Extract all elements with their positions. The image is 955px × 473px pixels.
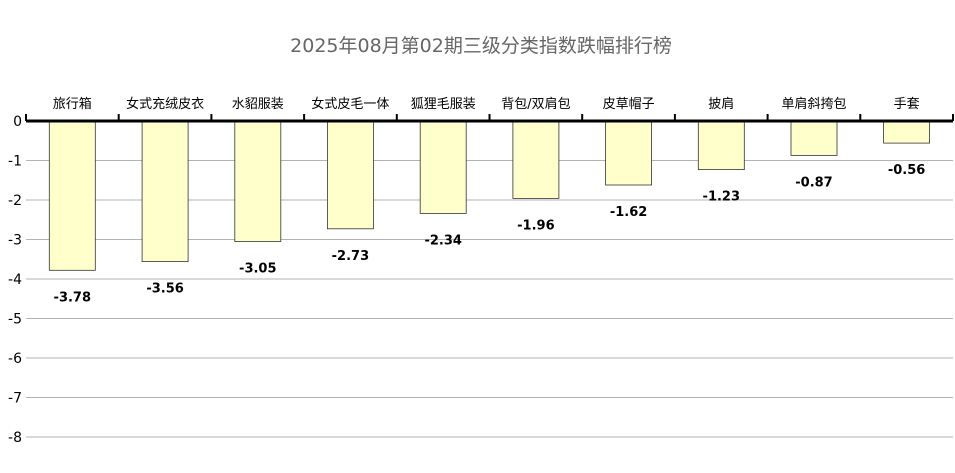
y-tick-label: -8	[8, 430, 22, 446]
data-label: -1.96	[517, 218, 554, 233]
bar	[48, 120, 96, 271]
data-label: -3.78	[54, 290, 91, 305]
category-label: 单肩斜挎包	[781, 96, 846, 112]
category-label: 皮草帽子	[603, 96, 655, 112]
category-label: 披肩	[708, 96, 734, 112]
y-tick-label: -4	[8, 272, 22, 288]
category-label: 旅行箱	[53, 96, 92, 112]
y-tick-label: -7	[8, 391, 22, 407]
bar	[326, 120, 374, 230]
y-tick-label: -2	[8, 193, 22, 209]
category-label: 女式充绒皮衣	[126, 96, 204, 112]
data-label: -1.23	[703, 190, 740, 205]
data-label: -3.56	[146, 282, 183, 297]
y-tick-label: -1	[8, 154, 22, 170]
data-label: -0.56	[888, 163, 925, 178]
category-label: 手套	[894, 96, 920, 112]
category-label: 女式皮毛一体	[311, 96, 389, 112]
data-label: -2.73	[332, 249, 369, 264]
bars	[48, 120, 930, 271]
bar	[512, 120, 560, 199]
bar	[234, 120, 282, 242]
y-tick-label: -5	[8, 312, 22, 328]
y-tick-label: 0	[13, 114, 22, 130]
data-label: -0.87	[795, 175, 832, 190]
bar	[790, 120, 838, 156]
bar	[697, 120, 745, 170]
bar	[419, 120, 467, 214]
data-label: -1.62	[610, 205, 647, 220]
data-label: -3.05	[239, 262, 276, 277]
y-tick-label: -6	[8, 351, 22, 367]
bar	[605, 120, 652, 186]
labels: 0 -1 -2 -3 -4 -5 -6 -7 -8 -3.78 旅行箱 -3.56 女式充绒皮衣 -3.0…	[8, 96, 925, 446]
category-axis	[25, 114, 954, 123]
chart-title: 2025年08月第02期三级分类指数跌幅排行榜	[290, 35, 672, 57]
category-label: 水貂服装	[232, 97, 284, 112]
category-label: 狐狸毛服装	[411, 97, 476, 112]
bar	[141, 120, 189, 263]
bar	[883, 120, 930, 144]
data-label: -2.34	[424, 233, 461, 248]
y-tick-label: -3	[8, 233, 22, 249]
category-label: 背包/双肩包	[501, 96, 570, 112]
